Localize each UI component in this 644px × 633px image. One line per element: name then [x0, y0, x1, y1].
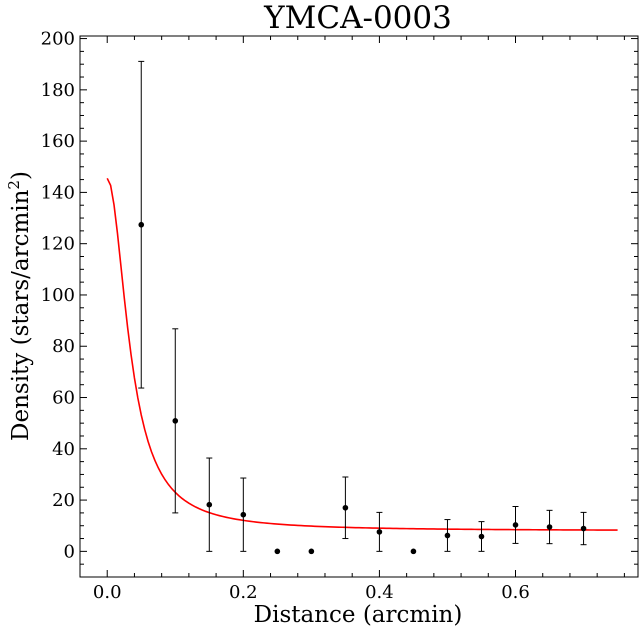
- y-tick-label: 20: [52, 490, 75, 511]
- fit-curve-layer: [106, 177, 618, 531]
- x-tick-label: 0.0: [93, 582, 122, 603]
- x-tick-label: 0.2: [229, 582, 258, 603]
- tick-marks: [79, 36, 638, 577]
- y-tick-label: 120: [41, 234, 75, 255]
- plot-frame: [79, 35, 639, 578]
- y-axis-label-main: Density (stars/arcmin: [8, 189, 34, 441]
- y-tick-label: 40: [52, 439, 75, 460]
- data-point: [206, 501, 213, 508]
- data-point: [138, 221, 145, 228]
- data-point: [410, 548, 417, 555]
- chart-title: YMCA-0003: [263, 0, 452, 36]
- y-axis-label-close: ): [8, 171, 34, 180]
- x-tick-label: 0.4: [365, 582, 394, 603]
- x-tick-labels: 0.0 0.2 0.4 0.6: [93, 582, 530, 603]
- data-point: [274, 548, 281, 555]
- data-point: [580, 525, 587, 532]
- y-tick-label: 200: [41, 29, 75, 50]
- y-tick-label: 140: [41, 182, 75, 203]
- y-axis-label: Density (stars/arcmin2): [5, 171, 34, 441]
- data-point: [512, 522, 519, 528]
- data-point: [546, 524, 553, 530]
- y-tick-labels: 0 20 40 60 80 100 120 140 160 180 200: [41, 29, 75, 563]
- data-point: [444, 532, 451, 539]
- data-point: [240, 511, 247, 518]
- y-axis-label-superscript: 2: [5, 180, 23, 190]
- y-tick-label: 80: [52, 336, 75, 357]
- y-tick-label: 60: [52, 388, 75, 409]
- data-point: [342, 504, 349, 511]
- y-tick-label: 0: [64, 541, 75, 562]
- x-tick-label: 0.6: [501, 582, 530, 603]
- x-axis-label: Distance (arcmin): [254, 602, 463, 628]
- data-points-layer: [138, 221, 587, 555]
- data-point: [376, 529, 383, 535]
- y-tick-label: 160: [41, 131, 75, 152]
- y-tick-label: 180: [41, 80, 75, 101]
- data-point: [478, 533, 485, 540]
- data-point: [308, 548, 315, 555]
- fit-curve-line: [106, 177, 618, 531]
- y-tick-label: 100: [41, 285, 75, 306]
- data-point: [172, 418, 179, 424]
